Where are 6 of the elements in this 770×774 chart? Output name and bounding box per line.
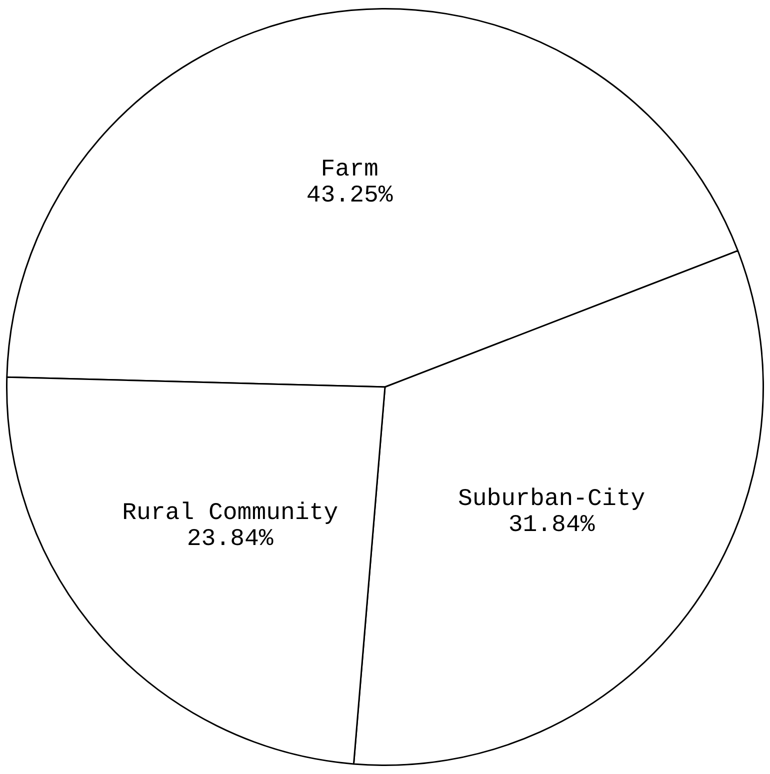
data-label: 23.84% [186, 526, 274, 554]
data-label: 31.84% [508, 512, 596, 540]
data-label: 43.25% [306, 182, 394, 210]
slice-label: Farm [320, 156, 378, 184]
slice-label: Suburban-City [458, 486, 646, 514]
slice-label: Rural Community [122, 500, 338, 528]
